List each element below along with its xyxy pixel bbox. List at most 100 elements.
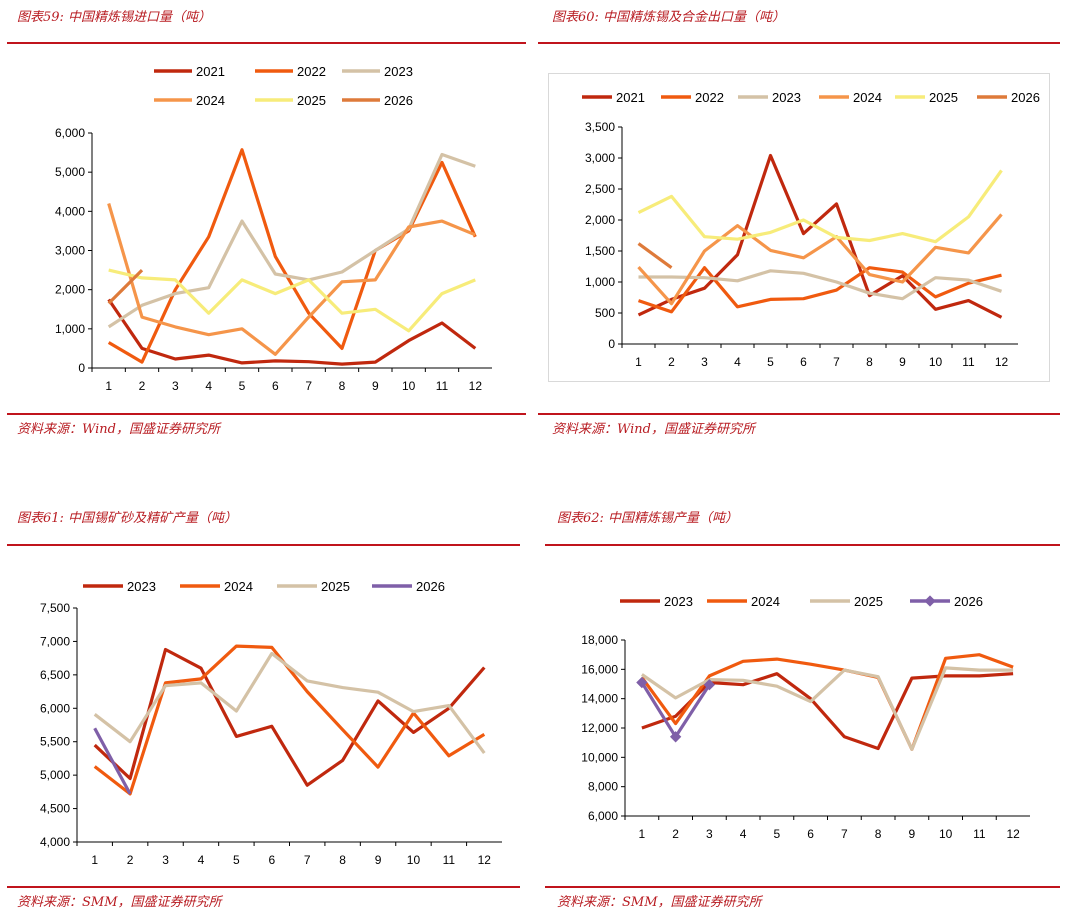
x-tick-label: 1 — [91, 853, 98, 867]
x-tick-label: 8 — [866, 355, 873, 369]
legend-label-2026: 2026 — [954, 594, 983, 609]
y-tick-label: 2,500 — [585, 182, 615, 196]
series-line-2021 — [107, 298, 477, 366]
y-tick-label: 16,000 — [581, 662, 618, 676]
y-tick-label: 6,000 — [588, 809, 618, 823]
figure-title: 图表59: 中国精炼锡进口量（吨） — [17, 10, 212, 25]
x-tick-label: 3 — [162, 853, 169, 867]
plot-frame — [548, 73, 1050, 382]
y-tick-label: 6,000 — [55, 126, 85, 140]
x-tick-label: 8 — [339, 379, 346, 393]
x-tick-label: 2 — [139, 379, 146, 393]
legend-label-2025: 2025 — [854, 594, 883, 609]
x-tick-label: 8 — [339, 853, 346, 867]
source-rule — [538, 413, 1060, 415]
x-tick-label: 8 — [875, 827, 882, 841]
y-tick-label: 4,000 — [40, 835, 70, 849]
x-tick-label: 2 — [668, 355, 675, 369]
source-note: 资料来源：SMM，国盛证券研究所 — [557, 895, 762, 910]
x-tick-label: 4 — [198, 853, 205, 867]
series-line-2023 — [641, 672, 1014, 751]
x-tick-label: 7 — [305, 379, 312, 393]
title-rule — [7, 42, 526, 44]
x-tick-label: 5 — [233, 853, 240, 867]
y-tick-label: 5,000 — [40, 768, 70, 782]
x-tick-label: 7 — [841, 827, 848, 841]
source-rule — [7, 886, 520, 888]
series-line-2022 — [637, 266, 1002, 314]
source-note: 资料来源：SMM，国盛证券研究所 — [17, 895, 222, 910]
x-tick-label: 4 — [205, 379, 212, 393]
x-tick-label: 11 — [443, 853, 456, 867]
x-tick-label: 10 — [939, 827, 953, 841]
x-tick-label: 11 — [962, 355, 975, 369]
legend-label-2023: 2023 — [664, 594, 693, 609]
y-tick-label: 4,500 — [40, 802, 70, 816]
x-tick-label: 6 — [807, 827, 814, 841]
x-tick-label: 12 — [469, 379, 483, 393]
source-note: 资料来源：Wind，国盛证券研究所 — [552, 422, 755, 437]
y-tick-label: 6,500 — [40, 668, 70, 682]
series-line-2025 — [637, 169, 1003, 244]
x-tick-label: 12 — [1006, 827, 1020, 841]
figure-title: 图表60: 中国精炼锡及合金出口量（吨） — [552, 10, 786, 25]
y-tick-label: 1,000 — [55, 322, 85, 336]
legend-label-2022: 2022 — [297, 64, 326, 79]
x-tick-label: 10 — [402, 379, 416, 393]
x-tick-label: 9 — [372, 379, 379, 393]
x-tick-label: 1 — [105, 379, 112, 393]
x-tick-label: 6 — [268, 853, 275, 867]
title-rule — [7, 544, 520, 546]
y-tick-label: 3,500 — [585, 120, 615, 134]
x-tick-label: 10 — [929, 355, 943, 369]
y-tick-label: 5,000 — [55, 165, 85, 179]
x-tick-label: 5 — [774, 827, 781, 841]
x-tick-label: 12 — [995, 355, 1009, 369]
series-line-2023 — [107, 152, 476, 329]
series-line-2023 — [93, 647, 486, 787]
y-tick-label: 3,000 — [55, 244, 85, 258]
x-tick-label: 9 — [375, 853, 382, 867]
series-line-2026 — [107, 268, 144, 305]
y-tick-label: 500 — [595, 306, 615, 320]
y-tick-label: 18,000 — [581, 633, 618, 647]
y-tick-label: 4,000 — [55, 204, 85, 218]
legend-label-2022: 2022 — [695, 90, 724, 105]
x-tick-label: 1 — [639, 827, 646, 841]
x-tick-label: 3 — [172, 379, 179, 393]
y-tick-label: 14,000 — [581, 692, 618, 706]
y-tick-label: 0 — [78, 361, 85, 375]
x-tick-label: 11 — [436, 379, 449, 393]
y-tick-label: 10,000 — [581, 750, 618, 764]
chart-refined: 6,000 8,000 10,000 12,000 14,000 16,000 18,000… — [581, 594, 1030, 841]
chart-ore: 4,000 4,500 5,000 5,500 6,000 6,500 7,000 7,500… — [40, 579, 502, 867]
y-tick-label: 2,000 — [585, 213, 615, 227]
y-tick-label: 0 — [608, 337, 615, 351]
series-line-2025 — [640, 666, 1014, 751]
x-tick-label: 7 — [304, 853, 311, 867]
series-line-2026 — [637, 242, 673, 269]
y-tick-label: 8,000 — [588, 780, 618, 794]
series-line-2021 — [637, 153, 1003, 319]
y-tick-label: 1,500 — [585, 244, 615, 258]
series-line-2025 — [108, 268, 476, 333]
legend-label-2021: 2021 — [196, 64, 225, 79]
series-line-2025 — [93, 651, 486, 755]
source-note: 资料来源：Wind，国盛证券研究所 — [17, 422, 220, 437]
series-line-2022 — [107, 148, 477, 364]
figure-title: 图表61: 中国锡矿砂及精矿产量（吨） — [17, 511, 238, 526]
legend-label-2023: 2023 — [127, 579, 156, 594]
x-tick-label: 11 — [973, 827, 986, 841]
x-tick-label: 6 — [272, 379, 279, 393]
legend-label-2025: 2025 — [297, 93, 326, 108]
y-tick-label: 1,000 — [585, 275, 615, 289]
x-tick-label: 10 — [407, 853, 421, 867]
legend-marker — [924, 595, 936, 607]
legend-label-2021: 2021 — [616, 90, 645, 105]
source-rule — [545, 886, 1060, 888]
x-tick-label: 5 — [239, 379, 246, 393]
x-tick-label: 9 — [909, 827, 916, 841]
x-tick-label: 3 — [701, 355, 708, 369]
